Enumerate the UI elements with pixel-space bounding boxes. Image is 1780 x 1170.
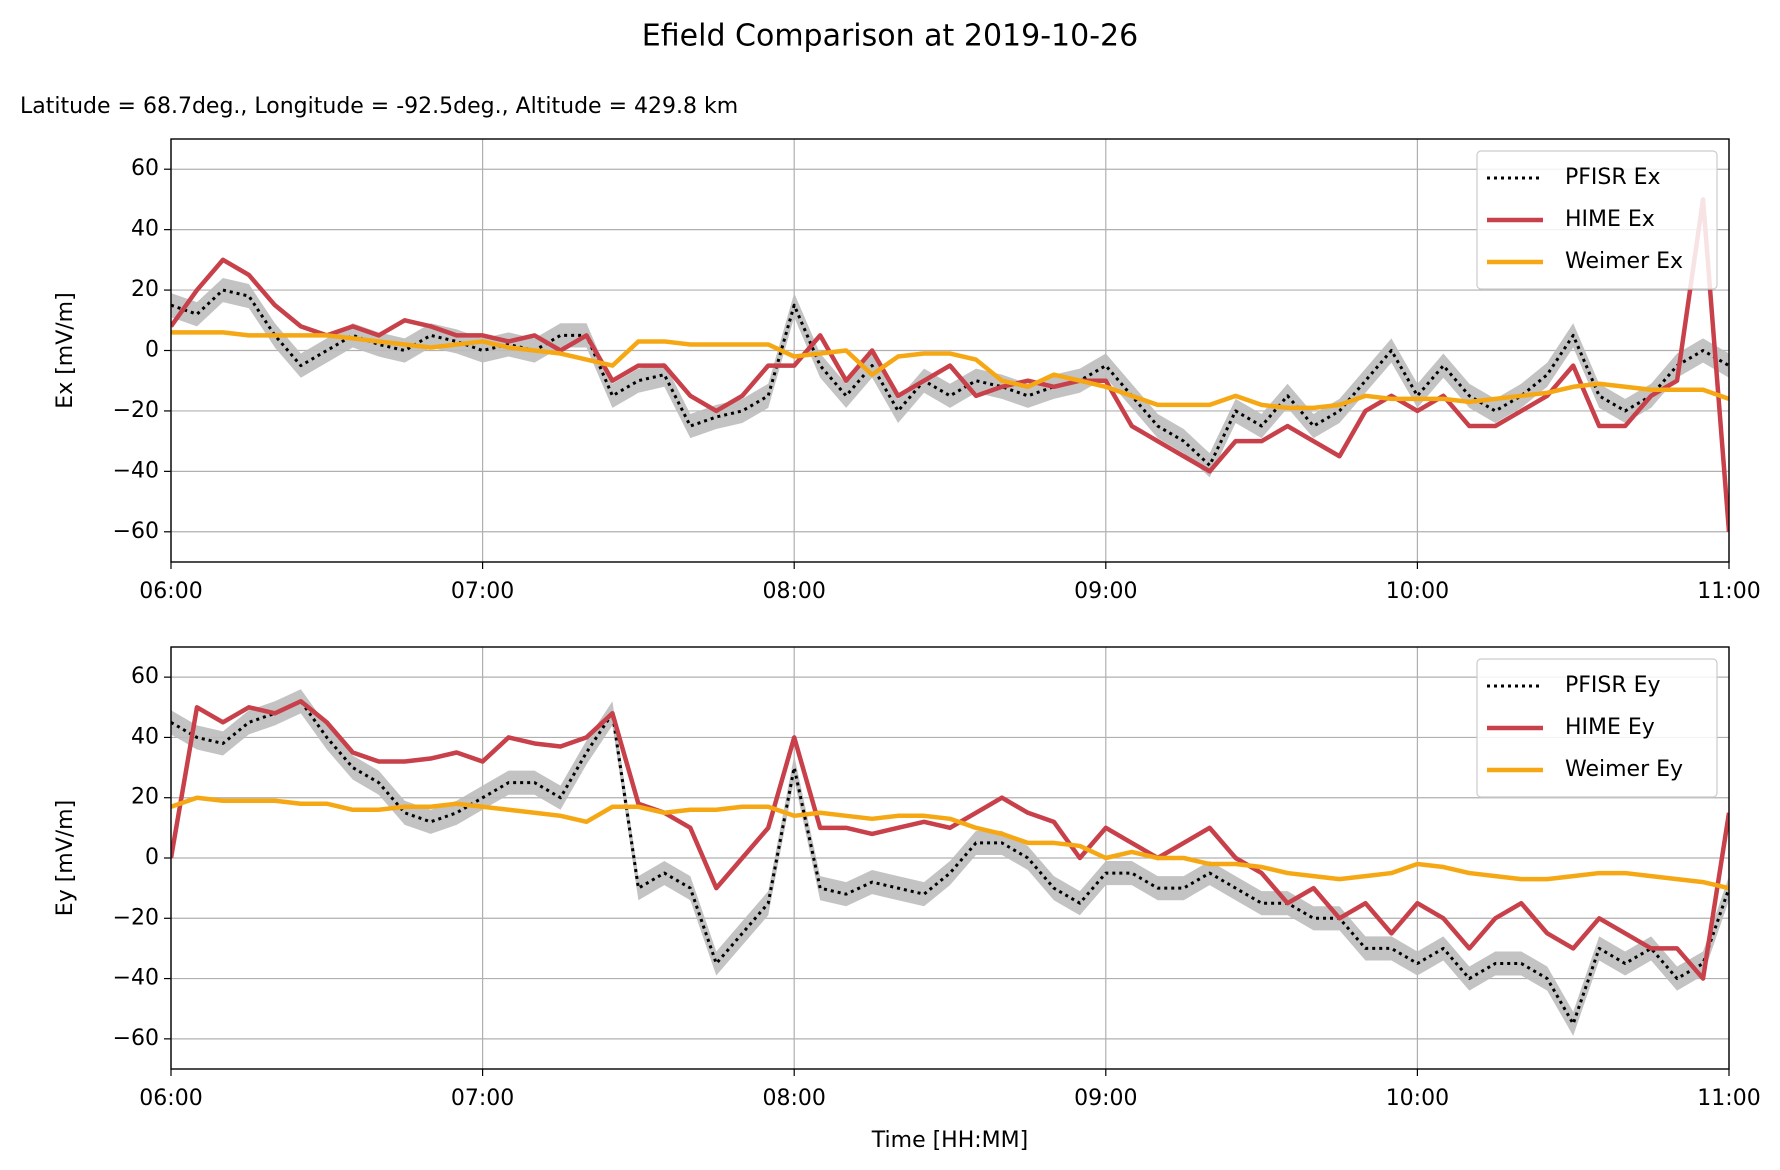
x-tick-label: 08:00 — [762, 579, 825, 604]
data-line — [171, 699, 1729, 981]
y-tick-label: 0 — [145, 845, 159, 870]
y-tick-label: 0 — [145, 338, 159, 363]
x-tick-label: 07:00 — [451, 1086, 514, 1111]
plot-frame — [170, 646, 1730, 1070]
x-tick-label: 09:00 — [1074, 579, 1137, 604]
y-tick-label: −20 — [113, 398, 159, 423]
y-tick-label: −60 — [113, 519, 159, 544]
y-axis-label: Ey [mV/m] — [53, 800, 78, 916]
x-tick-label: 11:00 — [1697, 579, 1760, 604]
data-line — [171, 197, 1729, 532]
y-tick-label: 40 — [131, 217, 159, 242]
legend: PFISR Ey HIME Ey Weimer Ey — [1476, 658, 1718, 798]
x-tick-label: 06:00 — [139, 1086, 202, 1111]
legend-box — [1476, 150, 1718, 290]
legend-label: Weimer Ex — [1565, 249, 1683, 274]
y-tick-label: 20 — [131, 277, 159, 302]
y-axis-label: Ex [mV/m] — [53, 292, 78, 408]
y-tick-label: 60 — [131, 664, 159, 689]
y-tick-label: −60 — [113, 1026, 159, 1051]
data-line — [171, 288, 1729, 467]
legend: PFISR Ex HIME Ex Weimer Ex — [1476, 150, 1718, 290]
data-line — [171, 795, 1729, 891]
legend-label: HIME Ey — [1565, 715, 1655, 740]
x-tick-label: 08:00 — [762, 1086, 825, 1111]
panel: Latitude = 68.7deg., Longitude = -92.5de… — [20, 94, 1761, 604]
data-line — [171, 330, 1729, 411]
y-tick-label: −20 — [113, 905, 159, 930]
panel: −60 −40 −20 0 20 40 60 06:00 07:00 08:00 09:00 10:0… — [53, 647, 1761, 1153]
x-tick-label: 11:00 — [1697, 1086, 1760, 1111]
figure-title: Efield Comparison at 2019-10-26 — [642, 19, 1138, 54]
legend-label: PFISR Ex — [1565, 165, 1661, 190]
error-band — [171, 689, 1729, 1036]
legend-label: HIME Ex — [1565, 207, 1655, 232]
y-tick-label: −40 — [113, 966, 159, 991]
x-tick-label: 07:00 — [451, 579, 514, 604]
x-axis-label: Time [HH:MM] — [871, 1128, 1028, 1153]
data-line — [171, 699, 1729, 1026]
y-tick-label: 60 — [131, 156, 159, 181]
y-tick-label: −40 — [113, 458, 159, 483]
legend-label: Weimer Ey — [1565, 757, 1683, 782]
x-tick-label: 10:00 — [1386, 579, 1449, 604]
x-tick-label: 09:00 — [1074, 1086, 1137, 1111]
legend-box — [1476, 658, 1718, 798]
y-tick-label: 40 — [131, 724, 159, 749]
x-tick-label: 10:00 — [1386, 1086, 1449, 1111]
plot-area — [171, 197, 1729, 532]
plot-frame — [170, 138, 1730, 563]
error-band — [171, 277, 1729, 478]
y-tick-label: 20 — [131, 785, 159, 810]
subtitle: Latitude = 68.7deg., Longitude = -92.5de… — [20, 94, 738, 119]
legend-label: PFISR Ey — [1565, 673, 1661, 698]
x-tick-label: 06:00 — [139, 579, 202, 604]
plot-area — [171, 689, 1729, 1036]
